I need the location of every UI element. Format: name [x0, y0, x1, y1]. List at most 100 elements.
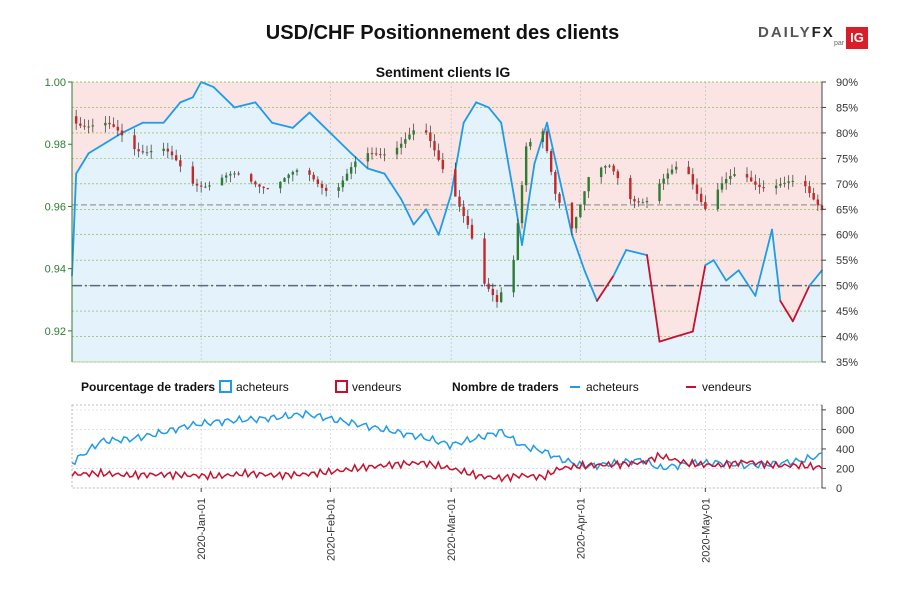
- candle-body: [608, 165, 611, 167]
- candle-body: [749, 177, 753, 182]
- candle-body: [687, 166, 690, 175]
- candle-body: [424, 130, 428, 133]
- candle-body: [716, 189, 720, 209]
- right-tick-label: 40%: [836, 332, 858, 344]
- right-tick-label: 45%: [836, 306, 858, 318]
- candle-body: [337, 187, 340, 191]
- sentiment-line-segment: [521, 162, 536, 246]
- candle-body: [316, 179, 320, 184]
- candle-body: [812, 193, 815, 200]
- right-tick-label: 50%: [836, 281, 858, 293]
- candle-body: [487, 283, 490, 289]
- count-buyers-line: [71, 409, 823, 471]
- sentiment-line-segment: [212, 86, 236, 109]
- sentiment-line-segment: [558, 177, 573, 236]
- logo-par: par: [834, 40, 845, 47]
- candle-body: [745, 174, 749, 178]
- candle-body: [224, 175, 228, 178]
- candle-body: [579, 204, 582, 218]
- candle-body: [108, 122, 111, 125]
- count-tick-label: 400: [836, 444, 854, 456]
- candle-body: [120, 130, 124, 136]
- left-tick-label: 0.92: [45, 326, 66, 338]
- sentiment-line-segment: [533, 121, 548, 165]
- sentiment-line-segment: [771, 228, 782, 302]
- candle-body: [529, 141, 532, 147]
- candle-body: [699, 193, 703, 202]
- sentiment-line-segment: [754, 228, 773, 297]
- candle-body: [287, 174, 290, 179]
- sentiment-line-segment: [475, 101, 490, 109]
- candle-body: [774, 185, 778, 189]
- candle-body: [91, 125, 95, 127]
- legend-count-buyers-label: acheteurs: [586, 380, 639, 394]
- date-axis: 2020-Jan-01 2020-Feb-01 2020-Mar-01 2020-Ap…: [196, 488, 712, 563]
- candle-body: [162, 148, 165, 152]
- sentiment-line-segment: [200, 81, 215, 88]
- sentiment-line-segment: [104, 132, 123, 144]
- right-tick-label: 35%: [836, 357, 858, 369]
- right-tick-label: 60%: [836, 230, 858, 242]
- candle-body: [758, 184, 761, 188]
- right-tick-label: 75%: [836, 153, 858, 165]
- legend-buyers-label: acheteurs: [236, 380, 289, 394]
- trader-count-panel: 0 200 400 600 800: [71, 404, 854, 495]
- sentiment-line-segment: [425, 208, 440, 236]
- candle-body: [366, 153, 370, 162]
- candle-body: [808, 186, 811, 194]
- sentiment-line-segment: [546, 121, 561, 180]
- sentiment-line-segment: [625, 249, 648, 256]
- candle-body: [191, 166, 195, 184]
- candle-body: [720, 183, 724, 190]
- sentiment-line-segment: [87, 142, 107, 155]
- right-tick-label: 90%: [836, 77, 858, 89]
- sentiment-line-segment: [675, 330, 694, 338]
- candle-body: [629, 178, 632, 200]
- candle-body: [170, 151, 174, 156]
- candle-body: [779, 184, 782, 186]
- candle-body: [574, 217, 578, 229]
- chart-subtitle: Sentiment clients IG: [376, 64, 511, 80]
- candle-body: [174, 155, 178, 161]
- candle-body: [145, 152, 149, 154]
- candle-body: [549, 151, 553, 172]
- candle-body: [545, 131, 549, 152]
- candle-body: [670, 169, 674, 174]
- sentiment-line-segment: [75, 152, 90, 175]
- count-tick-label: 200: [836, 463, 854, 475]
- candle-body: [583, 191, 586, 205]
- candle-body: [520, 185, 524, 224]
- candle-body: [674, 166, 678, 170]
- price-sentiment-panel: 0.92 0.94 0.96 0.98 1.00 35% 40% 45% 50% 55% 60% 65…: [45, 77, 859, 369]
- right-tick-label: 55%: [836, 255, 858, 267]
- candle-body: [454, 169, 457, 197]
- candle-body: [599, 167, 603, 178]
- candle-body: [495, 295, 499, 302]
- sentiment-line-segment: [646, 254, 661, 343]
- right-tick-label: 85%: [836, 102, 858, 114]
- sentiment-line-segment: [808, 269, 823, 287]
- date-tick-label: 2020-Mar-01: [446, 498, 458, 561]
- sentiment-line-segment: [500, 121, 515, 195]
- candle-body: [204, 186, 207, 188]
- candle-body: [208, 185, 211, 187]
- count-sellers-line: [71, 451, 823, 483]
- candle-body: [258, 184, 261, 187]
- candle-body: [437, 150, 440, 160]
- sentiment-line-segment: [71, 172, 78, 277]
- candle-body: [266, 188, 270, 190]
- date-tick-label: 2020-Jan-01: [196, 498, 208, 560]
- candle-body: [616, 171, 620, 179]
- candle-body: [233, 173, 236, 175]
- candle-body: [79, 123, 82, 126]
- candle-body: [383, 154, 386, 156]
- candle-body: [112, 124, 115, 127]
- candle-body: [645, 201, 649, 203]
- sentiment-line-segment: [487, 106, 503, 124]
- candle-body: [783, 182, 786, 185]
- candle-body: [254, 181, 257, 185]
- candle-body: [441, 159, 445, 170]
- candles: [74, 109, 824, 308]
- sentiment-line-segment: [254, 101, 273, 124]
- candle-body: [762, 187, 765, 189]
